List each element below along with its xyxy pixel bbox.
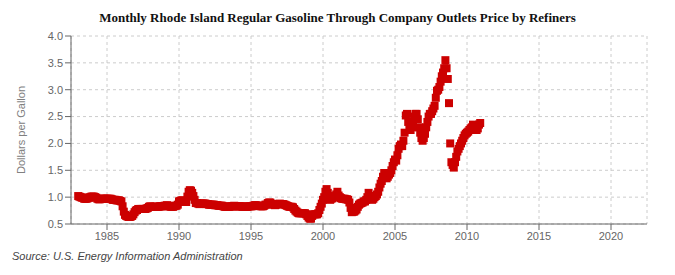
svg-text:2005: 2005 [383, 230, 407, 242]
svg-text:3.0: 3.0 [48, 84, 63, 96]
svg-text:1990: 1990 [167, 230, 191, 242]
svg-text:2.5: 2.5 [48, 110, 63, 122]
svg-text:1.5: 1.5 [48, 164, 63, 176]
svg-text:2015: 2015 [527, 230, 551, 242]
svg-text:Dollars per Gallon: Dollars per Gallon [15, 86, 27, 174]
svg-text:1.0: 1.0 [48, 191, 63, 203]
svg-text:2000: 2000 [311, 230, 335, 242]
svg-text:1995: 1995 [239, 230, 263, 242]
html-text:Monthly Rhode Island Regular G: Monthly Rhode Island Regular Gasoline Th… [99, 10, 576, 25]
svg-text:0.5: 0.5 [48, 218, 63, 230]
html-text:Source: U.S. Energy Informatio: Source: U.S. Energy Information Administ… [12, 250, 243, 262]
svg-text:2010: 2010 [455, 230, 479, 242]
svg-text:2020: 2020 [599, 230, 623, 242]
svg-text:4.0: 4.0 [48, 30, 63, 42]
svg-text:2.0: 2.0 [48, 137, 63, 149]
svg-text:3.5: 3.5 [48, 57, 63, 69]
svg-text:1985: 1985 [95, 230, 119, 242]
